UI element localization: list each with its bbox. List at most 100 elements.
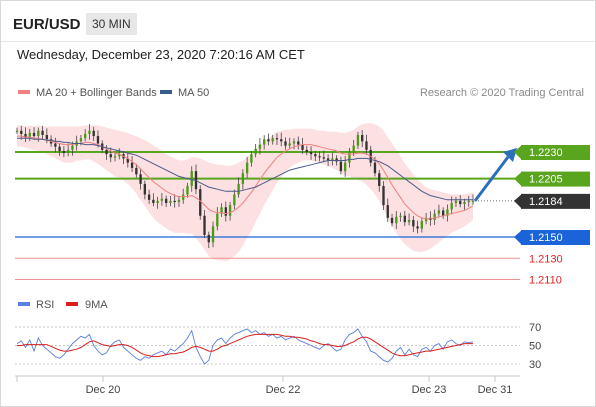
candle-body	[71, 145, 74, 150]
candle-body	[45, 135, 49, 140]
forecast-arrow-shaft	[473, 156, 510, 202]
ma50-legend-label: MA 50	[178, 87, 209, 99]
candle-body	[471, 200, 475, 203]
candle-body	[237, 183, 240, 195]
level-tag-pointer-1.2150	[514, 230, 522, 245]
candle-body	[361, 135, 364, 142]
rsi-legend-label: RSI	[36, 299, 54, 311]
level-label-1.2184: 1.2184	[529, 196, 563, 208]
candle-body	[173, 200, 176, 203]
widget-header: EUR/USD 30 MIN	[1, 1, 595, 42]
candle-body	[152, 199, 155, 203]
level-tag-1.2184	[521, 193, 590, 209]
research-credit: Research © 2020 Trading Central	[420, 87, 584, 99]
x-axis: Dec 20 Dec 22 Dec 23 Dec 31	[15, 375, 520, 396]
level-tag-1.2205	[521, 171, 590, 187]
candle-body	[241, 173, 245, 184]
candle-body	[228, 205, 232, 216]
candle-body	[416, 226, 419, 229]
candle-body	[118, 154, 121, 157]
bollinger-band-area	[17, 123, 473, 262]
candle-body	[130, 162, 134, 168]
candle-body	[54, 143, 57, 147]
candle-body	[203, 215, 206, 235]
candle-body	[263, 139, 266, 145]
candle-body	[224, 207, 227, 216]
ma9-legend-swatch	[66, 302, 78, 306]
candle-body	[386, 205, 389, 218]
candle-body	[467, 200, 470, 203]
level-tag-1.2150	[521, 230, 590, 245]
level-labels: 1.2230 1.2205 1.2184 1.2150 1.2130 1.2110	[514, 145, 590, 287]
candle-body	[373, 162, 377, 174]
candle-body	[280, 139, 283, 142]
candle-body	[37, 130, 40, 137]
candle-body	[216, 213, 219, 227]
candle-body	[139, 174, 142, 184]
candle-body	[32, 132, 36, 137]
ma20-legend-swatch	[18, 90, 30, 94]
candle-body	[433, 213, 436, 220]
candle-body	[126, 158, 129, 163]
price-levels	[15, 151, 520, 280]
ma20-line	[17, 135, 474, 220]
candle-body	[450, 203, 453, 210]
candle-body	[220, 207, 223, 214]
candle-body	[395, 216, 398, 224]
datetime-label: Wednesday, December 23, 2020 7:20:16 AM …	[17, 47, 305, 62]
candle-body	[420, 221, 424, 229]
candle-body	[399, 215, 402, 217]
candle-body	[339, 161, 343, 172]
rsi-ma-line	[17, 333, 473, 358]
candle-body	[348, 152, 351, 163]
candle-body	[88, 130, 91, 134]
candle-body	[441, 210, 445, 216]
level-label-1.2150: 1.2150	[529, 232, 563, 244]
rsi-legend-swatch	[18, 302, 30, 306]
candle-body	[79, 138, 83, 142]
candle-body	[84, 133, 87, 139]
timeframe-badge[interactable]: 30 MIN	[86, 13, 137, 35]
candle-body	[454, 200, 458, 203]
candle-body	[318, 156, 321, 158]
candle-body	[92, 130, 95, 137]
candle-body	[335, 158, 338, 162]
candle-body	[352, 145, 355, 152]
candle-body	[305, 149, 308, 152]
candle-body	[199, 189, 202, 216]
candle-body	[143, 183, 147, 195]
candle-body	[331, 158, 334, 161]
candle-body	[245, 162, 249, 174]
candle-body	[186, 186, 189, 195]
candle-body	[271, 138, 274, 142]
ma50-legend-swatch	[160, 90, 172, 94]
candle-body	[258, 144, 262, 149]
candle-body	[194, 171, 198, 190]
candle-body	[378, 173, 381, 186]
candle-body	[24, 133, 27, 138]
candle-body	[309, 152, 313, 155]
candle-body	[292, 141, 296, 144]
level-tag-1.2230	[521, 145, 590, 160]
candle-body	[182, 194, 185, 200]
candle-body	[20, 130, 23, 134]
candle-body	[254, 148, 257, 155]
candle-body	[109, 154, 112, 158]
level-tag-pointer-1.2205	[514, 171, 522, 187]
ma50-line	[17, 137, 473, 201]
candle-body	[356, 135, 360, 146]
forecast-arrow-head	[503, 148, 517, 162]
candle-body	[113, 156, 117, 158]
moving-averages	[17, 135, 517, 220]
candle-body	[463, 201, 466, 205]
x-axis-label: Dec 23	[412, 384, 447, 396]
candle-body	[288, 143, 291, 146]
candle-body	[96, 136, 100, 144]
candle-body	[459, 200, 462, 205]
candle-body	[105, 149, 108, 155]
candle-body	[66, 149, 70, 154]
symbol-title: EUR/USD	[13, 16, 81, 33]
rsi-tick-50: 50	[529, 341, 541, 353]
level-label-1.2205: 1.2205	[529, 174, 563, 186]
candle-body	[135, 167, 138, 175]
